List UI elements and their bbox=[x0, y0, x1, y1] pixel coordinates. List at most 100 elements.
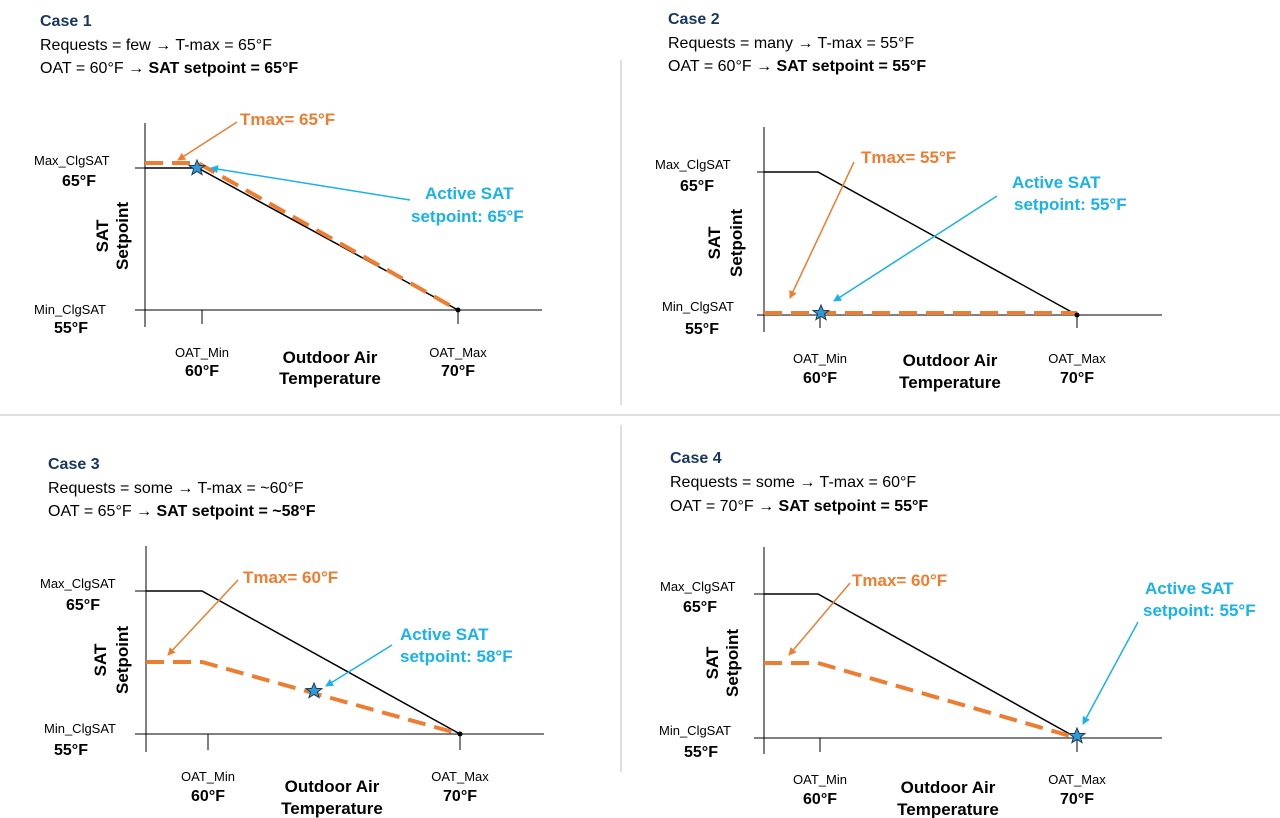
case-1-reset-line bbox=[145, 167, 459, 311]
case-1-title: Case 1 bbox=[40, 13, 92, 30]
case-1-panel: Case 1 Requests = few → T-max = 65°F OAT… bbox=[34, 13, 542, 388]
case-3-oat-min-temp: 60°F bbox=[191, 788, 225, 805]
case-3-min-label: Min_ClgSAT bbox=[44, 721, 116, 736]
case-1-line1: Requests = few → T-max = 65°F bbox=[40, 37, 272, 54]
case-4-y-title-2: Setpoint bbox=[723, 629, 742, 697]
case-2-active-arrow bbox=[833, 195, 998, 302]
case-3-end-dot bbox=[457, 731, 463, 737]
case-4-panel: Case 4 Requests = some → T-max = 60°F OA… bbox=[659, 450, 1256, 818]
case-3-x-title-2: Temperature bbox=[281, 799, 383, 818]
case-4-oat-max-temp: 70°F bbox=[1060, 791, 1094, 808]
case-3-oat-max-label: OAT_Max bbox=[431, 769, 489, 784]
case-2-active-star-icon bbox=[811, 303, 831, 321]
case-3-active-arrow bbox=[325, 644, 393, 687]
case-3-y-title: SAT bbox=[91, 643, 110, 676]
case-1-max-label: Max_ClgSAT bbox=[34, 153, 110, 168]
case-4-oat-min-temp: 60°F bbox=[803, 791, 837, 808]
case-3-max-label: Max_ClgSAT bbox=[40, 576, 116, 591]
case-3-y-title-2: Setpoint bbox=[113, 626, 132, 694]
case-4-active-star-icon bbox=[1067, 726, 1087, 744]
case-4-line1: Requests = some → T-max = 60°F bbox=[670, 474, 916, 491]
case-2-active-label-1: Active SAT bbox=[1012, 173, 1101, 192]
case-4-x-title-2: Temperature bbox=[897, 800, 999, 818]
case-3-oat-max-temp: 70°F bbox=[443, 788, 477, 805]
case-4-x-title-1: Outdoor Air bbox=[901, 778, 996, 797]
case-2-end-dot bbox=[1074, 312, 1080, 318]
case-2-oat-min-label: OAT_Min bbox=[793, 351, 847, 366]
case-1-x-title-2: Temperature bbox=[279, 369, 381, 388]
case-2-x-title-1: Outdoor Air bbox=[903, 351, 998, 370]
case-3-active-label-2: setpoint: 58°F bbox=[400, 647, 513, 666]
case-1-oat-max-label: OAT_Max bbox=[429, 345, 487, 360]
case-1-active-label-1: Active SAT bbox=[425, 184, 514, 203]
case-2-y-title-2: Setpoint bbox=[727, 209, 746, 277]
case-2-reset-line bbox=[764, 171, 1078, 316]
case-1-line2: OAT = 60°F → SAT setpoint = 65°F bbox=[40, 60, 298, 77]
case-1-oat-min-label: OAT_Min bbox=[175, 345, 229, 360]
case-4-max-temp: 65°F bbox=[683, 599, 717, 616]
case-3-tmax-dashed-line bbox=[146, 660, 461, 736]
case-4-tmax-dashed-line bbox=[764, 661, 1078, 740]
case-4-tmax-arrow bbox=[788, 582, 851, 656]
case-4-line2: OAT = 70°F → SAT setpoint = 55°F bbox=[670, 498, 928, 515]
case-3-x-title-1: Outdoor Air bbox=[285, 777, 380, 796]
case-4-active-label-1: Active SAT bbox=[1145, 579, 1234, 598]
case-2-max-label: Max_ClgSAT bbox=[655, 157, 731, 172]
case-2-tmax-arrow bbox=[789, 161, 855, 299]
case-3-oat-min-label: OAT_Min bbox=[181, 769, 235, 784]
case-1-tmax-label: Tmax= 65°F bbox=[240, 110, 335, 129]
case-3-title: Case 3 bbox=[48, 456, 100, 473]
case-2-title: Case 2 bbox=[668, 11, 720, 28]
case-2-oat-max-label: OAT_Max bbox=[1048, 351, 1106, 366]
case-4-active-arrow bbox=[1082, 621, 1139, 725]
case-1-tmax-dashed-line bbox=[145, 161, 459, 312]
case-1-min-label: Min_ClgSAT bbox=[34, 302, 106, 317]
case-1-tmax-arrow bbox=[177, 121, 238, 161]
case-4-min-label: Min_ClgSAT bbox=[659, 723, 731, 738]
case-3-panel: Case 3 Requests = some → T-max = ~60°F O… bbox=[40, 456, 544, 818]
case-1-active-star-icon bbox=[187, 158, 207, 176]
case-3-line2: OAT = 65°F → SAT setpoint = ~58°F bbox=[48, 503, 316, 520]
case-3-active-star-icon bbox=[304, 681, 324, 699]
case-3-line1: Requests = some → T-max = ~60°F bbox=[48, 480, 304, 497]
case-1-min-temp: 55°F bbox=[54, 320, 88, 337]
case-2-panel: Case 2 Requests = many → T-max = 55°F OA… bbox=[655, 11, 1162, 392]
case-1-x-title-1: Outdoor Air bbox=[283, 348, 378, 367]
case-1-active-arrow bbox=[210, 165, 411, 201]
case-1-oat-min-temp: 60°F bbox=[185, 363, 219, 380]
case-4-y-title: SAT bbox=[703, 646, 722, 679]
case-2-min-label: Min_ClgSAT bbox=[662, 299, 734, 314]
case-4-oat-max-label: OAT_Max bbox=[1048, 772, 1106, 787]
case-2-line1: Requests = many → T-max = 55°F bbox=[668, 35, 914, 52]
case-4-oat-min-label: OAT_Min bbox=[793, 772, 847, 787]
case-2-active-label-2: setpoint: 55°F bbox=[1014, 195, 1127, 214]
case-4-min-temp: 55°F bbox=[684, 744, 718, 761]
case-3-min-temp: 55°F bbox=[54, 742, 88, 759]
case-2-oat-min-temp: 60°F bbox=[803, 370, 837, 387]
case-1-active-label-2: setpoint: 65°F bbox=[411, 207, 524, 226]
case-3-reset-line bbox=[146, 590, 461, 735]
case-4-active-label-2: setpoint: 55°F bbox=[1143, 601, 1256, 620]
case-2-line2: OAT = 60°F → SAT setpoint = 55°F bbox=[668, 58, 926, 75]
case-4-tmax-label: Tmax= 60°F bbox=[852, 571, 947, 590]
case-3-max-temp: 65°F bbox=[66, 597, 100, 614]
case-1-y-title-2: Setpoint bbox=[113, 202, 132, 270]
case-2-oat-max-temp: 70°F bbox=[1060, 370, 1094, 387]
case-2-min-temp: 55°F bbox=[685, 321, 719, 338]
case-1-end-dot bbox=[455, 307, 461, 313]
case-2-y-title: SAT bbox=[705, 226, 724, 259]
case-2-tmax-label: Tmax= 55°F bbox=[861, 148, 956, 167]
case-4-title: Case 4 bbox=[670, 450, 722, 467]
case-4-reset-line bbox=[764, 593, 1078, 739]
case-2-max-temp: 65°F bbox=[680, 178, 714, 195]
case-1-max-temp: 65°F bbox=[62, 173, 96, 190]
case-3-active-label-1: Active SAT bbox=[400, 625, 489, 644]
case-3-tmax-label: Tmax= 60°F bbox=[243, 568, 338, 587]
case-1-oat-max-temp: 70°F bbox=[441, 363, 475, 380]
case-4-max-label: Max_ClgSAT bbox=[660, 579, 736, 594]
case-2-x-title-2: Temperature bbox=[899, 373, 1001, 392]
case-1-y-title: SAT bbox=[93, 219, 112, 252]
case-3-tmax-arrow bbox=[167, 579, 239, 656]
